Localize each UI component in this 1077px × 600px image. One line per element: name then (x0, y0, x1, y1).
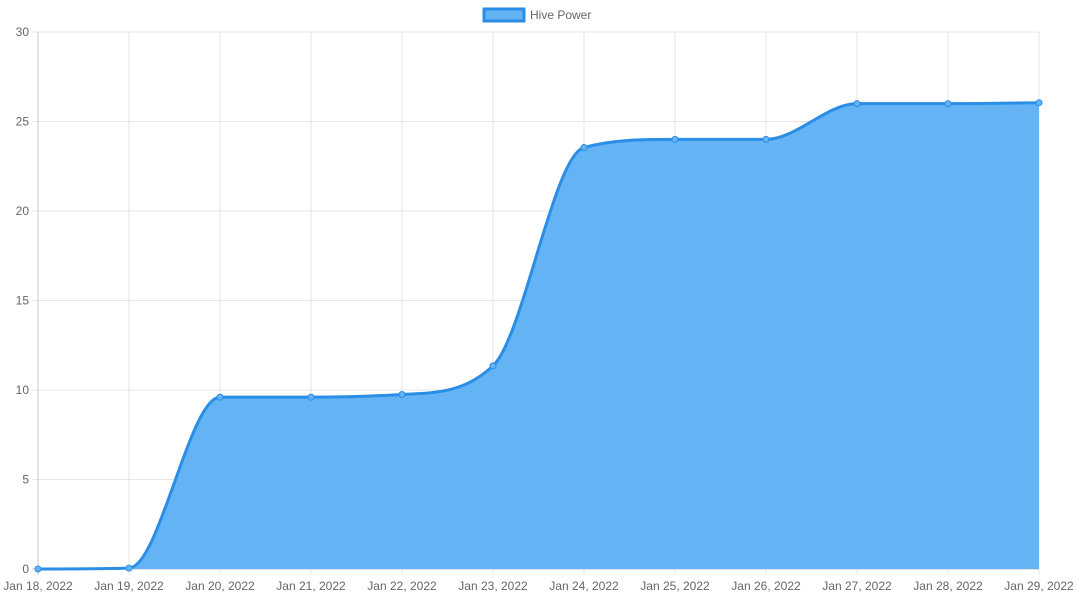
data-point[interactable] (125, 564, 133, 572)
data-point[interactable] (34, 565, 42, 573)
x-tick-label: Jan 25, 2022 (640, 579, 710, 593)
data-points (34, 99, 1043, 573)
y-tick-label: 15 (16, 294, 30, 308)
data-point[interactable] (1035, 99, 1043, 107)
data-point[interactable] (398, 390, 406, 398)
x-tick-label: Jan 26, 2022 (731, 579, 801, 593)
y-tick-label: 20 (16, 204, 30, 218)
data-point[interactable] (216, 393, 224, 401)
x-tick-label: Jan 23, 2022 (458, 579, 528, 593)
y-tick-label: 25 (16, 115, 30, 129)
x-tick-label: Jan 29, 2022 (1004, 579, 1074, 593)
x-tick-label: Jan 22, 2022 (367, 579, 437, 593)
data-point[interactable] (671, 135, 679, 143)
data-point[interactable] (762, 135, 770, 143)
x-tick-label: Jan 19, 2022 (94, 579, 164, 593)
x-tick-label: Jan 20, 2022 (185, 579, 255, 593)
y-tick-label: 30 (16, 25, 30, 39)
y-tick-label: 10 (16, 383, 30, 397)
axes: 0 5 10 15 20 25 30 Jan 18, 2022 Jan 19, 2022 Jan … (3, 25, 1074, 593)
data-point[interactable] (944, 100, 952, 108)
data-point[interactable] (489, 362, 497, 370)
y-tick-label: 5 (22, 473, 29, 487)
legend[interactable]: Hive Power (482, 7, 591, 23)
x-tick-label: Jan 27, 2022 (822, 579, 892, 593)
data-point[interactable] (580, 143, 588, 151)
x-tick-label: Jan 28, 2022 (913, 579, 983, 593)
legend-swatch[interactable] (482, 7, 526, 23)
series-area (37, 101, 1040, 571)
data-point[interactable] (853, 100, 861, 108)
x-tick-label: Jan 24, 2022 (549, 579, 619, 593)
legend-label[interactable]: Hive Power (530, 8, 591, 22)
x-tick-label: Jan 21, 2022 (276, 579, 346, 593)
data-point[interactable] (307, 393, 315, 401)
y-tick-label: 0 (22, 562, 29, 576)
series-area-fill (38, 102, 1039, 569)
x-tick-label: Jan 18, 2022 (3, 579, 73, 593)
